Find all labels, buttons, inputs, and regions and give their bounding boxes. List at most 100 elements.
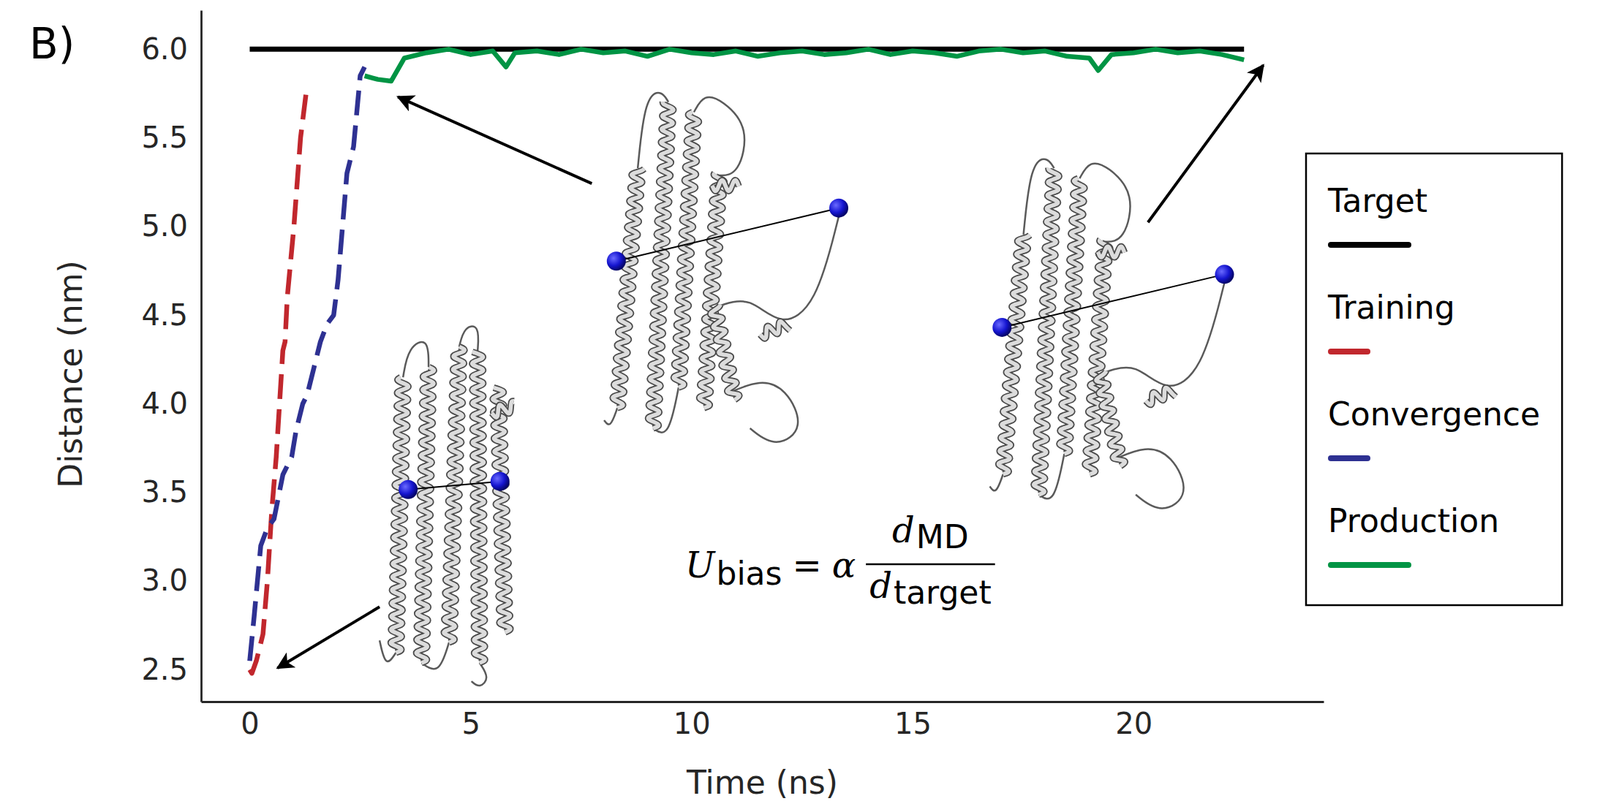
helix <box>390 377 409 654</box>
arrow <box>1148 65 1264 223</box>
legend-swatch <box>1330 562 1409 569</box>
series-line <box>249 67 365 662</box>
helix-outline <box>472 351 486 664</box>
atom-sphere <box>490 472 510 492</box>
eq-subscript: bias <box>715 555 782 593</box>
helix <box>760 321 791 339</box>
eq-symbol: d <box>892 509 915 551</box>
helix <box>1097 246 1124 258</box>
helix-outline <box>760 321 791 339</box>
helix-outline <box>390 377 409 654</box>
y-axis-line <box>200 10 203 703</box>
helix-outline <box>699 173 724 409</box>
x-tick-label: 10 <box>673 707 711 741</box>
y-tick-label: 2.5 <box>141 653 188 687</box>
y-tick: 3.0 <box>141 563 202 598</box>
x-tick: 15 <box>894 702 932 741</box>
plot-area <box>249 48 1244 674</box>
helix <box>1059 178 1085 455</box>
protein-compact <box>379 326 515 686</box>
arrow <box>277 606 381 669</box>
eq-symbol: α <box>832 544 856 586</box>
helix-outline <box>416 367 434 664</box>
y-tick-label: 5.5 <box>141 120 188 155</box>
helix-outline <box>710 304 741 400</box>
protein-extended-1 <box>604 92 849 443</box>
legend: Target Training Convergence Production <box>1306 153 1562 606</box>
helix-outline <box>673 111 699 388</box>
helix <box>1034 168 1060 496</box>
legend-label: Target <box>1327 182 1428 220</box>
y-tick: 5.0 <box>141 209 202 243</box>
y-tick: 4.5 <box>141 298 202 332</box>
loop <box>990 474 1004 491</box>
equation: Ubias=αdMDdtarget <box>685 509 996 612</box>
eq-subscript: target <box>893 574 992 612</box>
x-tick-label: 5 <box>461 707 480 741</box>
eq-symbol: d <box>869 565 893 607</box>
helix-outline <box>1085 239 1111 474</box>
x-tick-label: 20 <box>1115 707 1153 741</box>
helix-outline <box>1096 371 1126 467</box>
helix <box>1096 371 1126 467</box>
loop <box>693 97 745 176</box>
legend-label: Convergence <box>1327 395 1541 433</box>
atom-sphere <box>1214 264 1234 284</box>
y-tick-label: 4.5 <box>141 298 188 332</box>
x-tick: 5 <box>461 702 480 741</box>
atom-sphere <box>398 480 418 500</box>
equation-part: dMD <box>892 509 969 556</box>
protein-illustrations <box>277 65 1264 686</box>
eq-symbol: U <box>685 544 716 586</box>
atom-sphere <box>829 198 849 218</box>
x-axis-title: Time (ns) <box>685 764 839 802</box>
series-line <box>364 48 1245 82</box>
panel-label: B) <box>29 19 75 69</box>
helix-outline <box>443 346 465 643</box>
helix-outline <box>492 401 515 418</box>
x-tick: 0 <box>240 702 259 741</box>
y-tick: 2.5 <box>141 653 202 687</box>
x-tick-label: 0 <box>240 707 259 741</box>
helix-outline <box>998 235 1030 475</box>
helix <box>1145 387 1176 405</box>
x-tick: 20 <box>1115 702 1153 741</box>
x-axis: 0 5 10 15 20 <box>201 702 1325 741</box>
y-axis-title: Distance (nm) <box>51 260 90 488</box>
helix-outline <box>612 168 645 409</box>
helix <box>1085 239 1111 474</box>
helix-outline <box>647 101 674 429</box>
y-tick-label: 3.0 <box>141 563 188 598</box>
equation-part: dtarget <box>869 565 992 612</box>
loop <box>604 408 618 425</box>
legend-label: Production <box>1327 502 1500 540</box>
helix <box>998 235 1030 475</box>
helix <box>472 351 486 664</box>
chart: 0 5 10 15 20 2.5 3.0 3.5 4.0 4.5 5.0 5.5 6.0 Time (ns… <box>0 0 1600 812</box>
eq-subscript: MD <box>916 518 969 556</box>
helix <box>647 101 674 429</box>
helix <box>492 387 511 633</box>
y-tick-label: 6.0 <box>141 32 188 66</box>
helix <box>443 346 465 643</box>
protein-extended-2 <box>990 159 1235 509</box>
x-tick-label: 15 <box>894 707 932 741</box>
atom-sphere <box>992 318 1012 338</box>
arrow <box>397 97 592 185</box>
equation-lhs: Ubias=α <box>685 544 856 593</box>
legend-label: Training <box>1327 288 1456 327</box>
y-tick: 4.0 <box>141 386 202 421</box>
y-tick-label: 3.5 <box>141 475 188 509</box>
helix <box>416 367 434 664</box>
legend-swatch <box>1330 242 1409 248</box>
helix-outline <box>1059 178 1085 455</box>
helix-outline <box>1145 387 1176 405</box>
helix-outline <box>1034 168 1060 496</box>
helix <box>710 304 741 400</box>
helix-outline <box>1097 246 1124 258</box>
series-line <box>249 46 1244 52</box>
x-tick: 10 <box>673 702 711 741</box>
helix <box>699 173 724 409</box>
distance-line <box>408 481 501 490</box>
loop <box>1079 163 1130 243</box>
